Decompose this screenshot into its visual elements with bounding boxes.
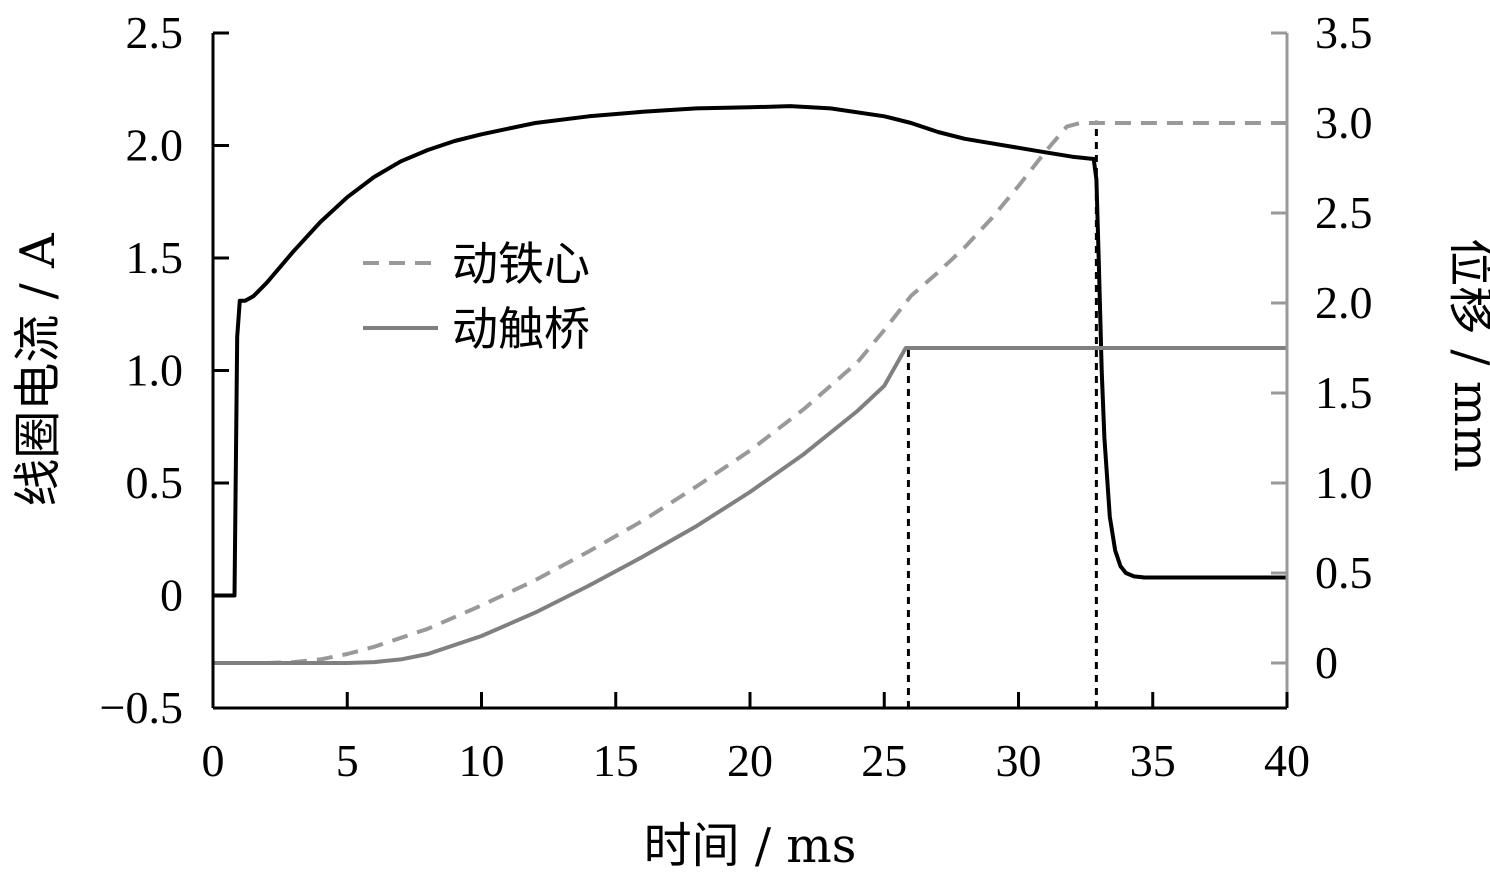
x-tick-label: 25: [861, 735, 907, 786]
y-right-tick-label: 2.5: [1315, 187, 1373, 238]
x-tick-label: 15: [593, 735, 639, 786]
y-axis-right-title: 位移 / mm: [1443, 238, 1490, 472]
y-left-tick-label: −0.5: [100, 682, 183, 733]
legend-label-moving-bridge: 动触桥: [452, 302, 590, 356]
y-right-tick-label: 3.0: [1315, 97, 1373, 148]
x-tick-label: 30: [996, 735, 1042, 786]
ticks-layer: 0 5 10 15 20 25 30 35 40 −0.5 0 0.5 1.0 1.5 2.0 2.5 0 0.5…: [100, 7, 1373, 786]
series-line-moving-core: [213, 121, 1287, 665]
y-right-tick-label: 1.0: [1315, 457, 1373, 508]
x-tick-label: 10: [459, 735, 505, 786]
series-line-moving-bridge: [213, 346, 1287, 665]
y-left-tick-label: 2.0: [126, 120, 184, 171]
y-right-tick-label: 0: [1315, 637, 1338, 688]
x-axis-title: 时间 / ms: [644, 818, 857, 874]
x-tick-label: 40: [1264, 735, 1310, 786]
y-axis-left-title: 线圈电流 / A: [10, 232, 66, 507]
x-tick-label: 0: [202, 735, 225, 786]
legend-label-moving-core: 动铁心: [452, 237, 590, 291]
y-left-tick-label: 0.5: [126, 457, 184, 508]
y-right-tick-label: 2.0: [1315, 277, 1373, 328]
y-left-tick-label: 1.0: [126, 345, 184, 396]
legend: 动铁心 动触桥: [363, 237, 590, 356]
y-right-tick-label: 1.5: [1315, 367, 1373, 418]
axes-layer: [211, 33, 1289, 710]
x-tick-label: 35: [1130, 735, 1176, 786]
y-right-tick-label: 0.5: [1315, 547, 1373, 598]
x-tick-label: 5: [336, 735, 359, 786]
y-left-tick-label: 0: [160, 570, 183, 621]
y-left-tick-label: 2.5: [126, 7, 184, 58]
series-layer: [213, 104, 1287, 708]
series-line-coil-current: [213, 104, 1287, 598]
y-left-tick-label: 1.5: [126, 232, 184, 283]
y-right-tick-label: 3.5: [1315, 7, 1373, 58]
x-tick-label: 20: [727, 735, 773, 786]
